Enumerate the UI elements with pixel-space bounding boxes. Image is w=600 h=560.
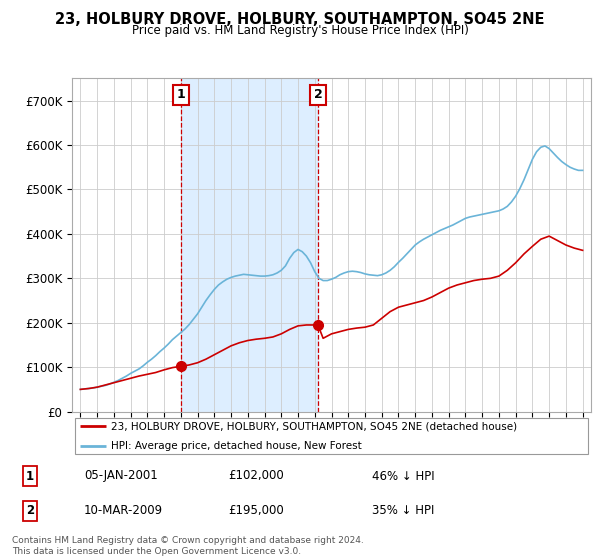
Text: HPI: Average price, detached house, New Forest: HPI: Average price, detached house, New … [111,441,362,451]
Text: 23, HOLBURY DROVE, HOLBURY, SOUTHAMPTON, SO45 2NE: 23, HOLBURY DROVE, HOLBURY, SOUTHAMPTON,… [55,12,545,27]
Text: 23, HOLBURY DROVE, HOLBURY, SOUTHAMPTON, SO45 2NE (detached house): 23, HOLBURY DROVE, HOLBURY, SOUTHAMPTON,… [111,421,517,431]
Text: 05-JAN-2001: 05-JAN-2001 [84,469,158,483]
Text: 10-MAR-2009: 10-MAR-2009 [84,504,163,517]
FancyBboxPatch shape [74,418,589,454]
Text: 1: 1 [177,88,185,101]
Bar [181,78,318,412]
Text: 1: 1 [26,469,34,483]
Text: 35% ↓ HPI: 35% ↓ HPI [372,504,434,517]
Text: 2: 2 [26,504,34,517]
Text: 46% ↓ HPI: 46% ↓ HPI [372,469,434,483]
Text: 2: 2 [314,88,322,101]
Text: £195,000: £195,000 [228,504,284,517]
Text: Contains HM Land Registry data © Crown copyright and database right 2024.
This d: Contains HM Land Registry data © Crown c… [12,536,364,556]
Text: £102,000: £102,000 [228,469,284,483]
Text: Price paid vs. HM Land Registry's House Price Index (HPI): Price paid vs. HM Land Registry's House … [131,24,469,36]
